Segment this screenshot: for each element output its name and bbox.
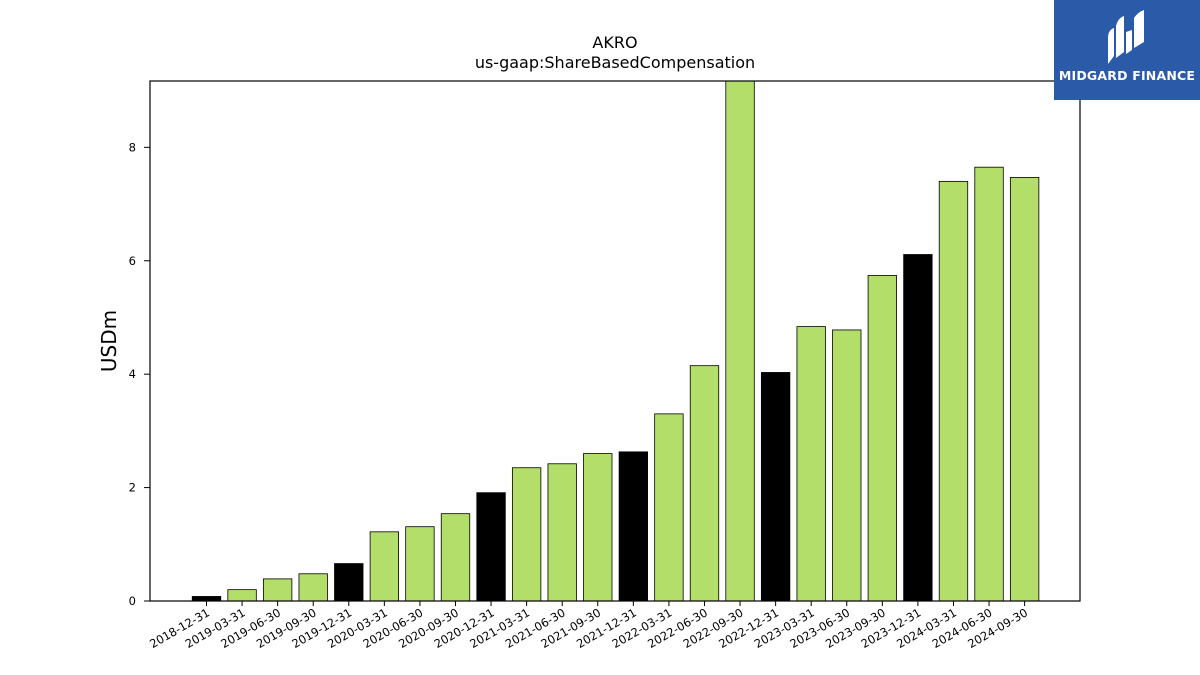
bar (583, 453, 613, 601)
logo-text: MIDGARD FINANCE (1058, 68, 1196, 83)
bar (405, 526, 435, 601)
y-tick-label: 2 (129, 481, 136, 495)
bar (618, 451, 648, 601)
bar (832, 329, 862, 601)
bar (1009, 176, 1040, 601)
y-tick-label: 0 (129, 594, 136, 608)
bar (867, 275, 897, 601)
bar (938, 180, 969, 601)
bar (334, 563, 364, 601)
bar (760, 372, 791, 601)
bar (191, 596, 222, 601)
bar (796, 326, 826, 601)
chart-subtitle: us-gaap:ShareBasedCompensation (475, 53, 755, 72)
midgard-finance-logo: MIDGARD FINANCE (1054, 0, 1200, 100)
bar (511, 467, 542, 601)
bar (369, 531, 400, 601)
y-tick-label: 6 (129, 254, 136, 268)
bar (440, 513, 471, 601)
midgard-logo-icon (1108, 10, 1144, 64)
bar (547, 463, 577, 601)
plot-frame (149, 80, 1081, 602)
bar (262, 578, 293, 601)
bar (227, 589, 257, 601)
bar (974, 166, 1004, 601)
bar (903, 254, 933, 601)
bar (476, 492, 506, 601)
y-tick-label: 8 (129, 140, 136, 154)
y-tick-label: 4 (129, 367, 136, 381)
bar (654, 413, 684, 601)
bar (298, 573, 328, 601)
bar (725, 81, 755, 601)
chart-title: AKRO (592, 33, 637, 52)
bar (689, 365, 720, 601)
y-axis-label: USDm (97, 310, 121, 372)
